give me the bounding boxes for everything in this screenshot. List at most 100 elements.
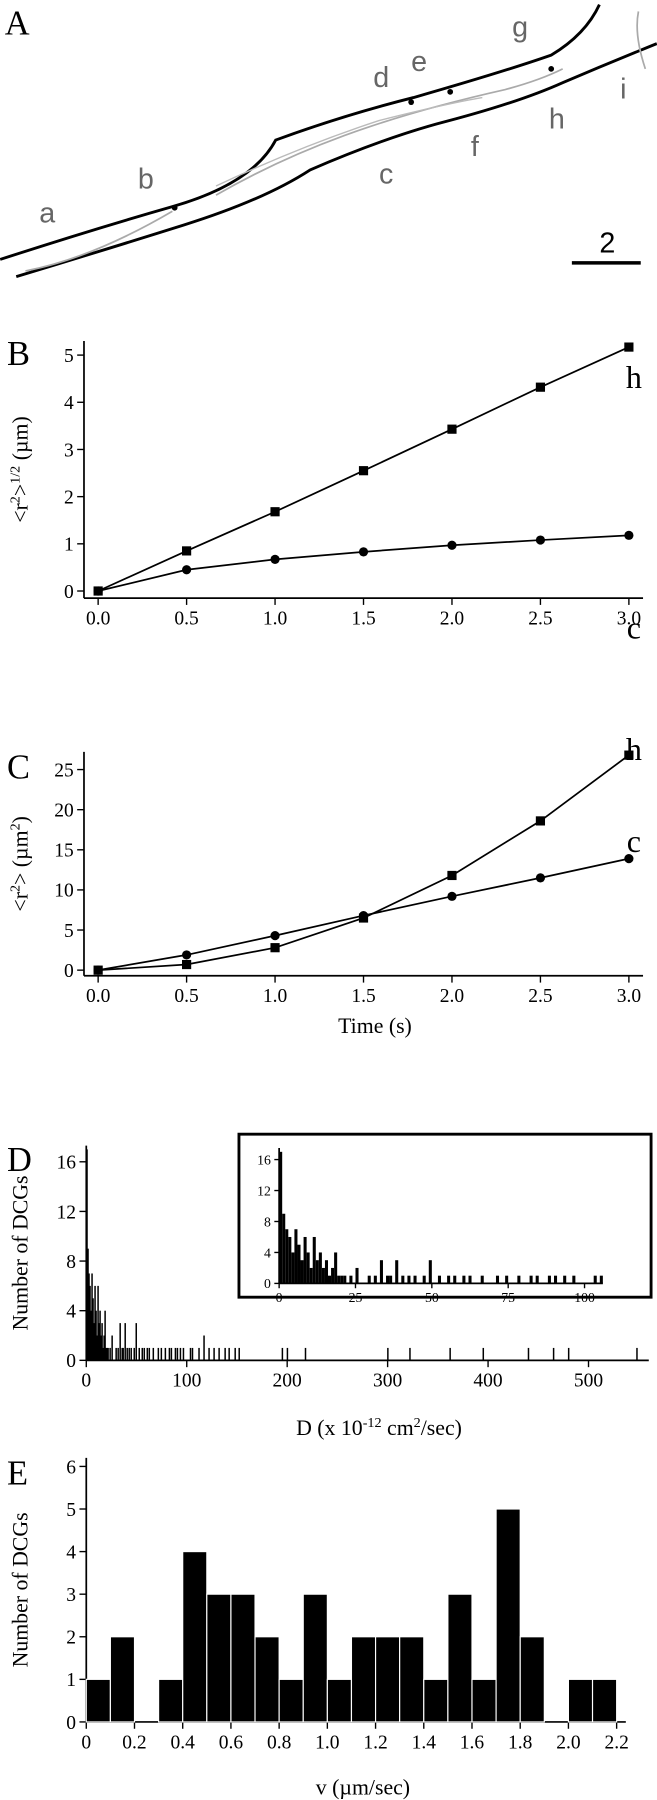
- y-tick-label: 12: [57, 1202, 77, 1223]
- series-line: [97, 534, 629, 592]
- trace-label: g: [512, 12, 528, 44]
- x-tick-label: 1.5: [351, 608, 375, 629]
- bar: [234, 1347, 236, 1361]
- trace-label: b: [138, 163, 154, 195]
- bar: [527, 1347, 530, 1361]
- x-tick-label: 100: [574, 1290, 595, 1305]
- y-axis-label-part: <r: [9, 502, 33, 522]
- x-tick-label: 500: [574, 1371, 603, 1392]
- marker: [624, 854, 634, 864]
- y-tick-label: 4: [66, 1302, 76, 1323]
- bar: [291, 1252, 295, 1284]
- x-tick-label: 2.5: [528, 986, 552, 1007]
- y-axis-label-part: 2: [8, 823, 24, 830]
- marker: [182, 950, 192, 960]
- x-tick-label: 200: [273, 1371, 302, 1392]
- x-tick-label: 2.2: [604, 1732, 628, 1753]
- trace: [215, 96, 483, 187]
- panel-label: A: [5, 4, 30, 42]
- bar: [109, 1347, 111, 1361]
- bar: [135, 1323, 137, 1361]
- marker: [182, 959, 192, 970]
- marker: [447, 891, 457, 901]
- bar: [87, 1248, 89, 1361]
- marker: [182, 565, 192, 575]
- marker: [270, 943, 280, 953]
- bar: [374, 1636, 401, 1723]
- scale-bar-label: 2: [599, 228, 615, 260]
- y-axis-label: <r2> (µm2): [8, 816, 33, 912]
- marker: [447, 870, 457, 881]
- x-tick-label: 1.0: [263, 608, 287, 629]
- bar: [379, 1260, 383, 1284]
- bar: [88, 1273, 90, 1361]
- x-tick-label: 0.5: [174, 986, 198, 1007]
- x-tick-label: 1.0: [263, 986, 287, 1007]
- bar: [128, 1347, 130, 1361]
- x-tick-label: 3.0: [617, 608, 641, 629]
- bar: [278, 1678, 304, 1723]
- y-tick-label: 4: [64, 393, 74, 414]
- x-axis-label-part: /sec): [421, 1416, 462, 1440]
- series-label: c: [627, 823, 641, 859]
- bar: [636, 1347, 638, 1361]
- bar: [148, 1347, 151, 1361]
- bar: [106, 1347, 108, 1361]
- y-axis-label-part: (µm): [9, 416, 33, 465]
- bar: [343, 1275, 347, 1284]
- dot: [408, 99, 415, 106]
- x-tick-label: 0.6: [219, 1732, 244, 1753]
- y-tick-label: 2: [66, 1628, 76, 1649]
- bar: [141, 1347, 144, 1361]
- bar: [99, 1310, 101, 1361]
- x-axis-label-part: -12: [363, 1415, 382, 1431]
- x-tick-label: 1.8: [508, 1732, 532, 1753]
- bar: [349, 1275, 353, 1284]
- bar: [213, 1347, 215, 1361]
- bar: [409, 1347, 411, 1361]
- x-tick-label: 0.4: [171, 1732, 196, 1753]
- dot: [447, 88, 454, 95]
- x-tick-label: 1.6: [460, 1732, 485, 1753]
- inset-frame: [237, 1132, 653, 1299]
- y-axis-label-part: >: [9, 484, 33, 496]
- bar: [101, 1323, 103, 1361]
- bar: [279, 1151, 283, 1284]
- bar: [422, 1275, 426, 1284]
- bar: [303, 1236, 307, 1284]
- bar: [208, 1347, 210, 1361]
- bar: [285, 1229, 289, 1284]
- bar: [331, 1267, 335, 1284]
- bar: [198, 1347, 200, 1361]
- x-tick-label: 400: [473, 1371, 502, 1392]
- bar: [373, 1275, 377, 1284]
- y-axis-label-part: 2: [8, 885, 24, 892]
- x-tick-label: 0.0: [86, 608, 110, 629]
- bar: [97, 1285, 99, 1361]
- bar: [482, 1347, 485, 1361]
- bar: [176, 1347, 179, 1361]
- bar: [407, 1275, 411, 1284]
- bar: [337, 1275, 341, 1284]
- bar: [471, 1678, 497, 1723]
- bar: [126, 1347, 128, 1361]
- panel-label: C: [7, 748, 30, 786]
- bar: [85, 1678, 111, 1723]
- bar: [309, 1267, 313, 1284]
- axon-edge: [0, 3, 601, 261]
- bar: [90, 1310, 92, 1361]
- bar: [103, 1335, 105, 1361]
- marker: [624, 342, 634, 352]
- bar: [567, 1347, 570, 1361]
- bar: [91, 1273, 93, 1361]
- x-tick-label: 0.2: [122, 1732, 146, 1753]
- y-tick-label: 0: [64, 582, 74, 603]
- marker: [270, 554, 280, 564]
- panel-label: D: [7, 1141, 32, 1179]
- bar: [111, 1335, 113, 1361]
- bar: [86, 1149, 88, 1361]
- bar: [517, 1275, 521, 1284]
- bar: [203, 1335, 205, 1361]
- marker: [182, 546, 192, 556]
- bar: [321, 1267, 325, 1284]
